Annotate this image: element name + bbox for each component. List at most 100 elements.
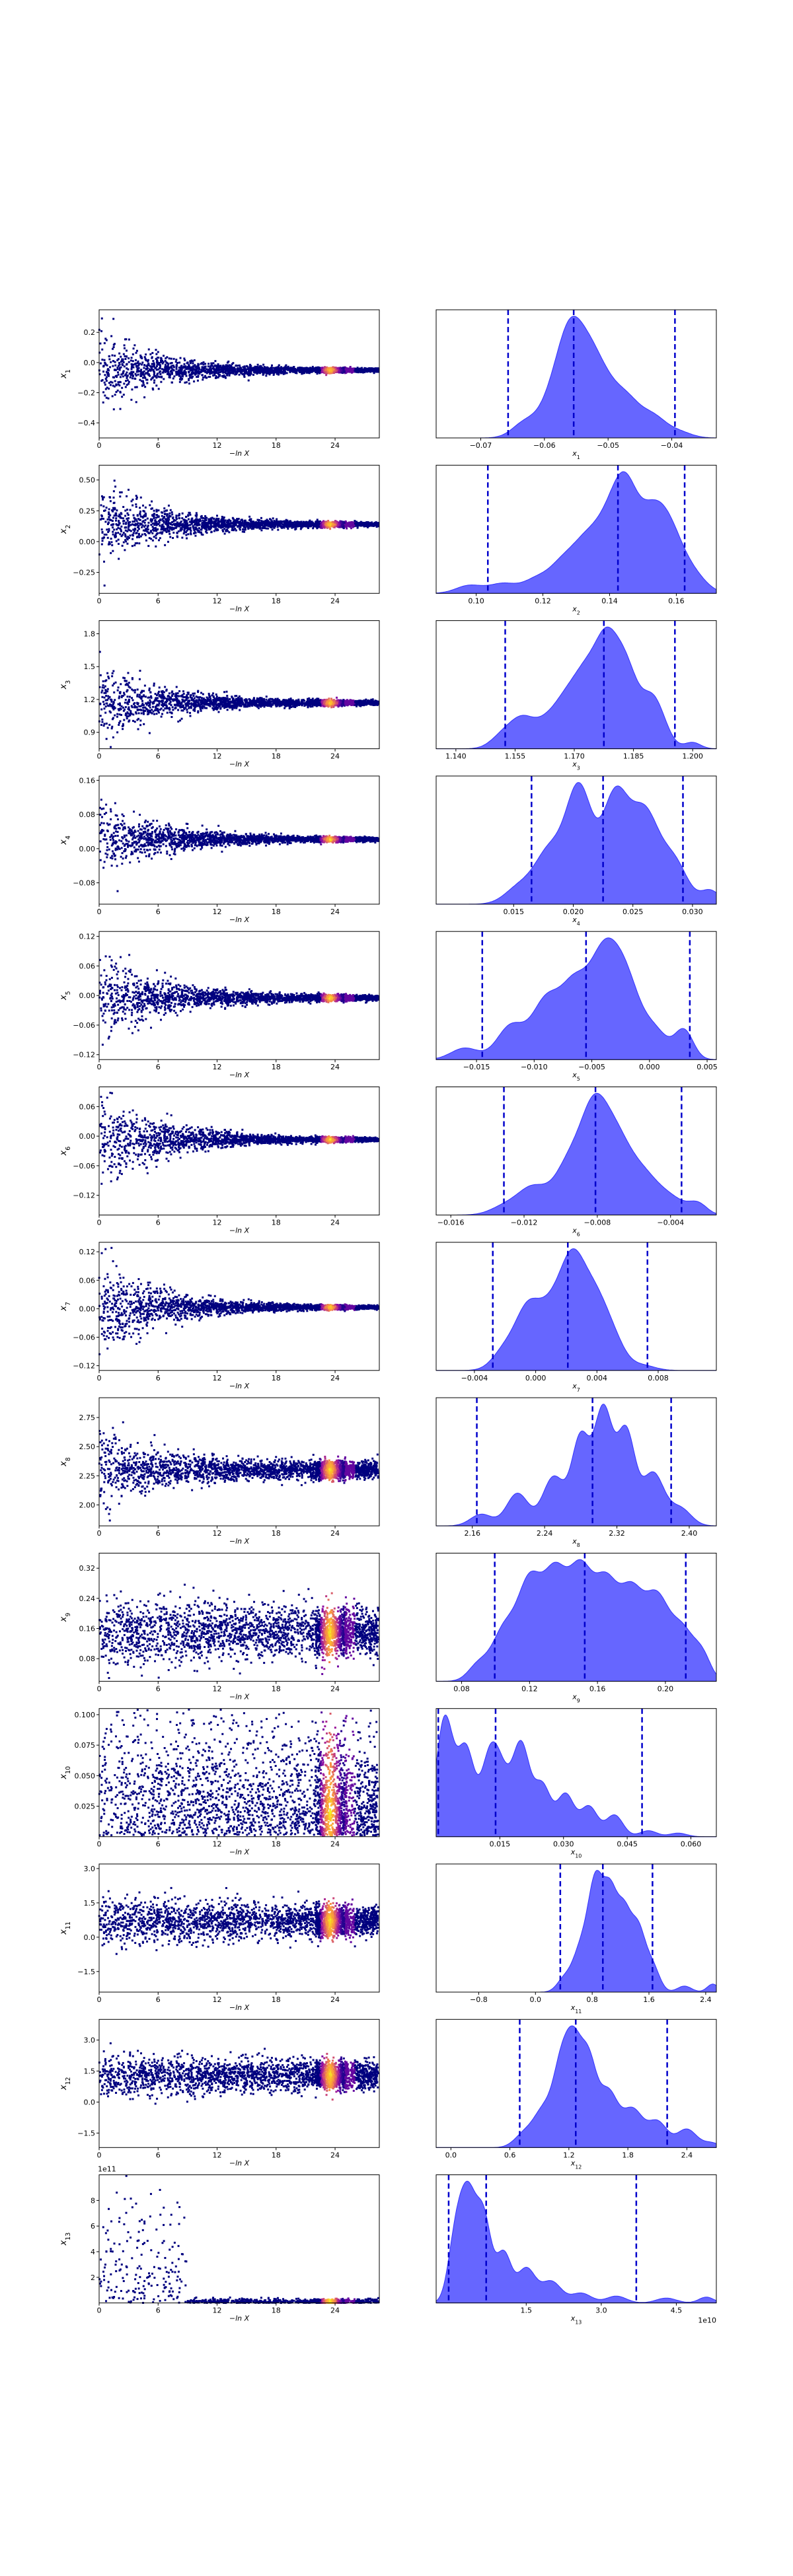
scatter-point — [147, 369, 150, 372]
scatter-point — [303, 371, 306, 373]
scatter-point — [155, 353, 158, 355]
scatter-point — [107, 371, 110, 374]
scatter-point — [205, 519, 208, 522]
scatter-point — [196, 376, 198, 378]
scatter-point — [197, 372, 200, 375]
scatter-point — [159, 371, 161, 374]
scatter-point — [104, 374, 106, 376]
scatter-point — [210, 530, 213, 533]
scatter-point — [163, 513, 166, 515]
scatter-point — [252, 374, 255, 376]
scatter-point — [219, 366, 221, 369]
scatter-point — [121, 544, 124, 547]
scatter-point — [128, 361, 130, 363]
scatter-point — [151, 387, 154, 390]
scatter-point — [299, 528, 302, 530]
scatter-point — [258, 369, 261, 372]
scatter-point — [224, 376, 227, 379]
scatter-point — [315, 370, 318, 373]
scatter-point — [366, 526, 369, 528]
scatter-point — [212, 366, 215, 369]
scatter-point — [147, 373, 150, 376]
scatter-point — [177, 524, 180, 527]
scatter-point — [178, 375, 181, 377]
scatter-point — [153, 509, 155, 512]
scatter-point — [226, 367, 229, 370]
scatter-point — [165, 521, 168, 524]
scatter-point — [175, 517, 178, 519]
scatter-point — [181, 517, 184, 520]
scatter-point — [292, 366, 295, 369]
scatter-point — [163, 510, 166, 513]
y-tick-label: −0.4 — [77, 419, 95, 427]
scatter-point — [144, 386, 147, 388]
scatter-point — [282, 373, 285, 375]
scatter-point — [318, 369, 321, 372]
scatter-point — [216, 367, 219, 369]
scatter-point — [170, 371, 173, 374]
scatter-point — [168, 530, 170, 532]
scatter-point — [123, 347, 126, 349]
scatter-point — [120, 366, 122, 369]
scatter-point — [151, 500, 153, 503]
scatter-point — [120, 360, 123, 363]
scatter-point — [100, 317, 103, 320]
scatter-point — [361, 369, 364, 371]
scatter-point — [135, 532, 137, 534]
scatter-point — [266, 520, 268, 523]
scatter-point — [153, 515, 155, 518]
scatter-point — [309, 367, 311, 369]
scatter-point — [246, 373, 249, 375]
scatter-point — [135, 375, 137, 377]
scatter-point — [176, 371, 178, 374]
scatter-point — [180, 376, 182, 378]
scatter-point — [100, 515, 103, 517]
scatter-point — [316, 526, 319, 529]
scatter-point — [248, 370, 251, 373]
scatter-point — [132, 528, 135, 531]
scatter-point — [214, 360, 217, 363]
x-tick-label: 6 — [156, 441, 161, 450]
scatter-point — [152, 370, 155, 373]
scatter-point — [105, 379, 108, 382]
scatter-point — [150, 524, 153, 526]
scatter-point — [223, 374, 225, 376]
scatter-point — [278, 373, 280, 375]
scatter-point — [181, 373, 184, 375]
scatter-point — [119, 491, 122, 493]
scatter-point — [144, 357, 147, 360]
scatter-point — [139, 535, 142, 538]
scatter-point — [143, 364, 146, 367]
scatter-point — [157, 388, 160, 390]
scatter-point — [218, 375, 221, 377]
y-tick-label: 0.0 — [84, 359, 96, 367]
scatter-point — [104, 363, 107, 366]
scatter-point — [268, 373, 271, 376]
scatter-point — [261, 367, 264, 369]
scatter-point — [160, 359, 163, 362]
scatter-point — [143, 356, 146, 359]
scatter-point — [179, 357, 182, 359]
scatter-point — [201, 526, 204, 529]
scatter-point — [251, 369, 254, 372]
scatter-point — [227, 365, 230, 368]
scatter-point — [123, 382, 126, 385]
scatter-point — [264, 369, 267, 372]
scatter-point — [135, 496, 138, 499]
scatter-point — [150, 538, 153, 540]
scatter-point — [122, 361, 125, 364]
scatter-point — [221, 371, 224, 373]
scatter-point — [127, 488, 130, 491]
scatter-point — [366, 371, 369, 373]
scatter-point — [233, 528, 235, 531]
scatter-point — [129, 376, 132, 378]
scatter-point — [134, 359, 137, 361]
scatter-point — [311, 365, 314, 368]
scatter-point — [276, 526, 279, 528]
scatter-point — [140, 355, 143, 358]
scatter-point — [162, 520, 165, 522]
scatter-point — [362, 371, 365, 374]
scatter-point — [215, 515, 218, 517]
scatter-point — [125, 540, 128, 543]
scatter-point — [289, 371, 291, 373]
